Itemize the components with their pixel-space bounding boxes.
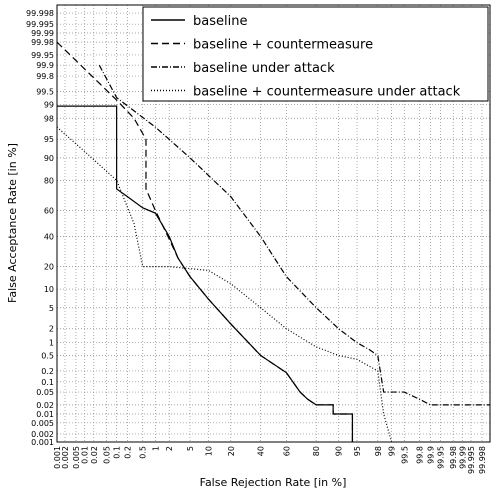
y-tick-label: 0.2	[41, 367, 54, 376]
x-tick-label: 0.5	[139, 446, 148, 459]
y-tick-label: 2	[49, 325, 54, 334]
x-tick-label: 0.05	[102, 446, 111, 464]
y-tick-label: 0.05	[36, 388, 54, 397]
y-tick-label: 90	[44, 154, 54, 163]
y-tick-label: 95	[44, 135, 54, 144]
y-tick-label: 99.998	[26, 9, 54, 18]
x-tick-label: 99.8	[416, 446, 425, 464]
x-tick-label: 2	[165, 446, 174, 451]
y-tick-label: 80	[44, 176, 54, 185]
x-tick-label: 0.002	[61, 446, 70, 469]
series-line	[57, 105, 354, 442]
x-tick-label: 0.2	[123, 446, 132, 459]
legend-label: baseline under attack	[193, 61, 335, 76]
x-tick-label: 98	[374, 446, 383, 456]
x-tick-label: 80	[312, 446, 321, 456]
y-tick-label: 99.8	[36, 72, 54, 81]
x-tick-label: 20	[227, 446, 236, 456]
x-tick-label: 10	[204, 446, 213, 456]
x-tick-label: 0.02	[90, 446, 99, 464]
x-tick-label: 99.5	[400, 446, 409, 464]
x-tick-label: 60	[282, 446, 291, 456]
y-tick-label: 10	[44, 285, 54, 294]
x-tick-label: 40	[257, 446, 266, 456]
legend-box	[142, 6, 489, 102]
x-tick-label: 0.1	[113, 446, 122, 459]
legend-label: baseline	[193, 14, 247, 29]
y-tick-label: 5	[49, 304, 54, 313]
y-tick-label: 99.95	[31, 51, 54, 60]
legend-label: baseline + countermeasure under attack	[193, 85, 461, 100]
y-tick-label: 99.99	[31, 29, 54, 38]
x-tick-label: 99.9	[426, 446, 435, 464]
y-tick-label: 0.02	[36, 401, 54, 410]
x-tick-label: 90	[335, 446, 344, 456]
y-tick-label: 0.1	[41, 378, 54, 387]
series-line	[56, 41, 354, 442]
y-axis-label: False Acceptance Rate [in %]	[6, 143, 19, 303]
y-tick-label: 40	[44, 232, 54, 241]
legend-label: baseline + countermeasure	[193, 38, 373, 53]
y-tick-label: 20	[44, 263, 54, 272]
x-tick-label: 0.001	[53, 446, 62, 469]
y-tick-label: 99	[44, 100, 54, 109]
x-tick-label: 99.998	[478, 446, 487, 474]
y-tick-label: 0.5	[41, 351, 54, 360]
y-tick-label: 0.001	[31, 438, 54, 447]
y-tick-label: 0.002	[31, 430, 54, 439]
x-tick-label: 99.995	[467, 446, 476, 474]
x-tick-label: 95	[353, 446, 362, 456]
x-tick-label: 0.005	[72, 446, 81, 469]
y-tick-label: 0.005	[31, 419, 54, 428]
y-tick-label: 60	[44, 207, 54, 216]
y-tick-label: 99.995	[26, 20, 54, 29]
plot-frame	[56, 4, 491, 443]
x-tick-label: 1	[151, 446, 160, 451]
y-tick-label: 98	[44, 114, 54, 123]
y-tick-label: 99.5	[36, 88, 54, 97]
x-axis-label: False Rejection Rate [in %]	[200, 476, 347, 489]
series-line	[98, 64, 490, 406]
x-tick-label: 99	[388, 446, 397, 456]
y-tick-label: 99.98	[31, 38, 54, 47]
x-tick-label: 99.98	[449, 446, 458, 469]
x-tick-label: 5	[186, 446, 195, 451]
y-tick-label: 0.01	[36, 410, 54, 419]
series-line	[56, 126, 393, 443]
y-tick-label: 99.9	[36, 61, 54, 70]
y-tick-label: 1	[49, 339, 54, 348]
x-tick-label: 99.99	[458, 446, 467, 469]
x-tick-label: 0.01	[81, 446, 90, 464]
x-tick-label: 99.95	[437, 446, 446, 469]
